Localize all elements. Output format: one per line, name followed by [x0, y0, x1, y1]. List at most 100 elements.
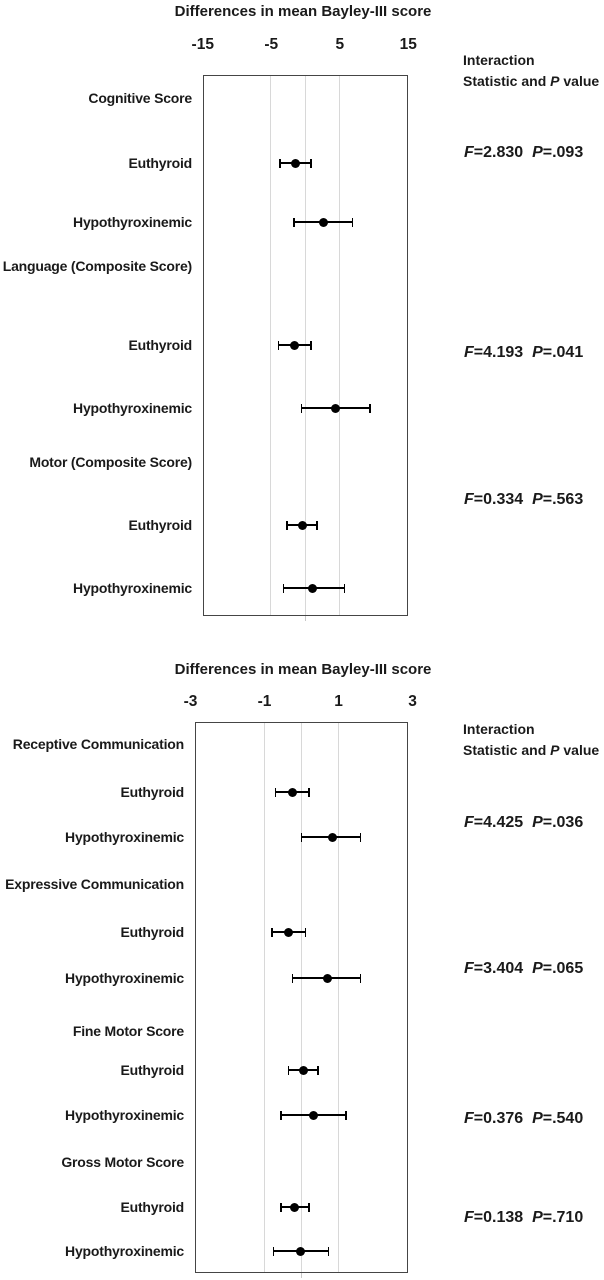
stats-header-line: Interaction	[463, 719, 599, 740]
chart-title: Differences in mean Bayley-III score	[174, 3, 432, 20]
ci-cap-left	[278, 340, 280, 350]
point-estimate-marker	[291, 158, 301, 168]
plain-text: value	[559, 741, 600, 758]
italic-text: F	[464, 344, 474, 361]
stats-header-line: Statistic and P value	[463, 71, 599, 92]
x-axis-tick-label: -15	[191, 36, 214, 53]
interaction-stat: F=2.830 P=.093	[464, 143, 583, 163]
plain-text: =.036	[542, 814, 584, 831]
plot-box	[195, 722, 408, 1273]
interaction-stat: F=3.404 P=.065	[464, 959, 583, 979]
stats-header-line: Interaction	[463, 50, 599, 71]
plain-text: Statistic and	[463, 72, 551, 89]
point-estimate-marker	[331, 403, 341, 413]
ci-cap-left	[282, 583, 285, 593]
ci-cap-right	[345, 1110, 347, 1120]
plain-text: =0.334	[473, 491, 524, 508]
interaction-stat: F=0.138 P=.710	[464, 1208, 583, 1228]
point-estimate-marker	[290, 1202, 300, 1212]
gridline	[337, 723, 339, 1272]
ci-cap-right	[317, 1065, 319, 1075]
row-item-label: Hypothyroxinemic	[73, 580, 192, 596]
ci-cap-left	[280, 1110, 282, 1120]
plain-text: =.563	[542, 491, 584, 508]
ci-cap-left	[280, 1202, 282, 1212]
chart-title: Differences in mean Bayley-III score	[174, 661, 432, 678]
gridline	[338, 76, 340, 615]
italic-text: P	[532, 344, 543, 361]
x-axis-tick-label: -5	[264, 36, 279, 53]
plain-text: =.065	[542, 960, 584, 977]
ci-cap-left	[293, 217, 295, 227]
row-item-label: Euthyroid	[120, 1199, 184, 1215]
point-estimate-marker	[298, 1065, 308, 1075]
x-axis-tick-label: 5	[335, 36, 345, 53]
ci-cap-right	[327, 1246, 330, 1256]
interaction-stats-header: Interaction Statistic and P value	[463, 719, 599, 761]
plain-text	[523, 1209, 532, 1226]
interaction-stat: F=0.376 P=.540	[464, 1109, 583, 1129]
italic-text: F	[464, 814, 474, 831]
ci-cap-right	[316, 520, 318, 530]
plain-text: =4.193	[473, 344, 524, 361]
plain-text	[523, 1110, 532, 1127]
gridline	[300, 723, 302, 1272]
stats-header-line: Statistic and P value	[463, 740, 599, 761]
italic-text: P	[532, 1110, 543, 1127]
plain-text	[523, 960, 532, 977]
ci-cap-right	[369, 403, 371, 413]
ci-cap-right	[310, 340, 312, 350]
italic-text: P	[532, 144, 543, 161]
row-item-label: Euthyroid	[128, 337, 192, 353]
point-estimate-marker	[322, 973, 332, 983]
gridline	[270, 76, 272, 615]
plain-text	[523, 814, 532, 831]
ci-cap-left	[300, 403, 303, 413]
point-estimate-marker	[296, 1246, 306, 1256]
point-estimate-marker	[319, 217, 329, 227]
point-estimate-marker	[290, 340, 300, 350]
row-item-label: Hypothyroxinemic	[65, 1107, 184, 1123]
point-estimate-marker	[308, 1110, 318, 1120]
italic-text: P	[550, 72, 560, 89]
row-item-label: Euthyroid	[128, 155, 192, 171]
ci-cap-left	[300, 832, 303, 842]
interaction-stat: F=0.334 P=.563	[464, 490, 583, 510]
ci-cap-right	[308, 1202, 310, 1212]
ci-cap-left	[272, 1246, 275, 1256]
row-item-label: Hypothyroxinemic	[73, 214, 192, 230]
row-group-label: Receptive Communication	[12, 736, 184, 752]
interaction-stat: F=4.425 P=.036	[464, 813, 583, 833]
x-axis-tick-label: 15	[399, 36, 417, 53]
x-axis-tick-label: -1	[257, 693, 272, 710]
plain-text: =2.830	[473, 144, 524, 161]
point-estimate-marker	[287, 787, 297, 797]
plain-text: Statistic and	[463, 741, 551, 758]
plain-text: =.041	[542, 344, 584, 361]
ci-cap-right	[304, 927, 306, 937]
plain-text: =0.376	[473, 1110, 524, 1127]
gridline	[263, 723, 265, 1272]
axis-zero-tick	[305, 616, 306, 621]
ci-cap-right	[360, 973, 362, 983]
italic-text: P	[532, 960, 543, 977]
italic-text: F	[464, 1209, 474, 1226]
point-estimate-marker	[328, 832, 338, 842]
ci-cap-right	[352, 217, 354, 227]
row-group-label: Gross Motor Score	[61, 1154, 184, 1170]
x-axis-tick-label: 1	[334, 693, 343, 710]
row-group-label: Cognitive Score	[88, 90, 192, 106]
row-item-label: Euthyroid	[120, 1062, 184, 1078]
axis-zero-tick	[301, 1273, 302, 1278]
italic-text: F	[464, 960, 474, 977]
row-item-label: Hypothyroxinemic	[65, 829, 184, 845]
italic-text: F	[464, 144, 474, 161]
row-group-label: Expressive Communication	[5, 876, 184, 892]
ci-cap-left	[279, 158, 281, 168]
plain-text: =.540	[542, 1110, 584, 1127]
ci-cap-right	[360, 832, 362, 842]
point-estimate-marker	[284, 927, 294, 937]
row-group-label: Fine Motor Score	[72, 1023, 184, 1039]
